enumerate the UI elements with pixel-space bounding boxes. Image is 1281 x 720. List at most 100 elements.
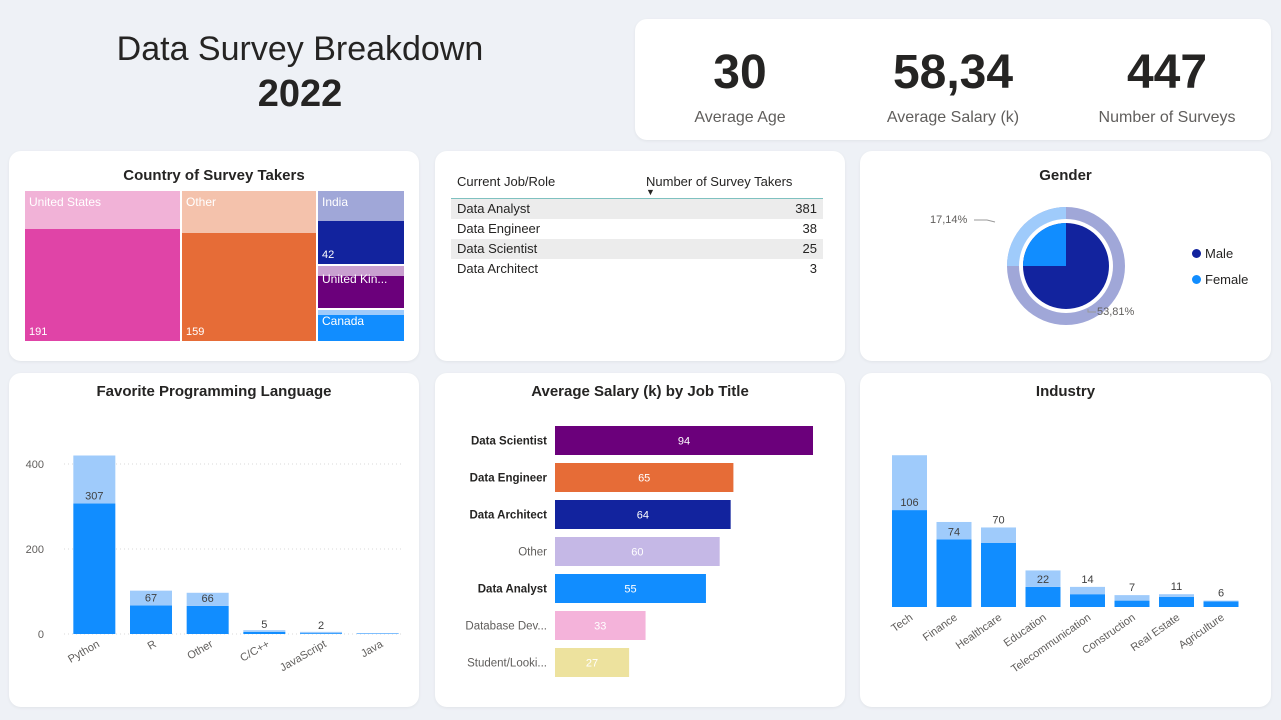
treemap-cell-united-kingdom[interactable]: United Kin...: [318, 266, 404, 308]
table-row[interactable]: Data Engineer 38: [451, 219, 823, 239]
bar[interactable]: [555, 537, 720, 566]
y-tick-label: 0: [38, 629, 44, 641]
donut-female-slice[interactable]: [1023, 223, 1066, 266]
bar-segment[interactable]: [1203, 601, 1239, 607]
bar-segment[interactable]: [243, 631, 286, 634]
programming-language-chart[interactable]: 0 200 400 307 Python 67 R 66 Other 5 C/C++ 2 JavaScr…: [9, 373, 419, 707]
country-card[interactable]: Country of Survey Takers United States 1…: [9, 151, 419, 361]
column-header-survey-takers[interactable]: Number of Survey Takers ▼: [646, 171, 823, 199]
y-tick-label: Data Scientist: [471, 436, 547, 448]
treemap-cell-canada[interactable]: Canada: [318, 310, 404, 341]
salary-by-job-card[interactable]: Average Salary (k) by Job Title 94 Data S…: [435, 373, 845, 707]
bar-segment[interactable]: [73, 503, 116, 634]
legend-item-male[interactable]: Male: [1192, 246, 1233, 261]
bar-segment[interactable]: [1159, 594, 1194, 597]
treemap-label: United Kin...: [322, 272, 388, 286]
kpi-label: Average Salary (k): [886, 109, 1020, 126]
treemap-label: Other: [186, 195, 217, 209]
y-tick-label: Data Architect: [469, 510, 547, 522]
bar[interactable]: [555, 426, 813, 455]
bar[interactable]: [555, 648, 630, 677]
x-tick-label: Agriculture: [1177, 612, 1227, 652]
treemap-cell-india[interactable]: India 42: [318, 191, 404, 264]
y-tick-label: Data Analyst: [478, 584, 547, 596]
bar-segment[interactable]: [1114, 600, 1150, 607]
bar-segment[interactable]: [1159, 596, 1194, 607]
job-role-card[interactable]: Current Job/Role Number of Survey Takers…: [435, 151, 845, 361]
treemap-cell-united-states[interactable]: United States 191: [25, 191, 180, 341]
data-label: 5: [261, 619, 267, 631]
count-cell: 381: [646, 198, 823, 219]
industry-card[interactable]: Industry 106 Tech 74 Finance 70 Healthcare 22 E…: [860, 373, 1271, 707]
x-tick-label: Healthcare: [954, 612, 1004, 652]
data-label: 14: [1081, 574, 1093, 586]
bar-segment[interactable]: [1203, 600, 1239, 602]
table-row[interactable]: Data Analyst 381: [451, 198, 823, 219]
bar-segment[interactable]: [981, 543, 1016, 607]
programming-language-card[interactable]: Favorite Programming Language 0 200 400 307…: [9, 373, 419, 707]
kpi-value: 30: [713, 46, 767, 99]
bar-segment[interactable]: [936, 539, 972, 607]
page-year: 2022: [257, 73, 343, 115]
sort-desc-icon[interactable]: ▼: [646, 187, 655, 197]
industry-chart[interactable]: 106Tech74Finance70Healthcare22Education1…: [860, 373, 1271, 707]
kpi-label: Number of Surveys: [1098, 109, 1236, 126]
data-label: 7: [1129, 582, 1135, 594]
bar[interactable]: [555, 611, 646, 640]
table-row[interactable]: Data Scientist 25: [451, 238, 823, 259]
bar-segment[interactable]: [130, 605, 172, 634]
column-header-label: Number of Survey Takers: [646, 174, 793, 189]
kpi-label: Average Age: [694, 109, 786, 126]
x-tick-label: Other: [185, 638, 215, 662]
gender-card[interactable]: Gender 17,14% 53,81% Male Female: [860, 151, 1271, 361]
bar-segment[interactable]: [981, 527, 1016, 543]
legend-label: Female: [1205, 272, 1249, 287]
bar-segment[interactable]: [1070, 594, 1105, 607]
x-tick-label: Real Estate: [1129, 612, 1182, 654]
bar-segment[interactable]: [300, 633, 342, 634]
x-tick-label: R: [146, 638, 159, 652]
male-leader-line: [1087, 309, 1096, 313]
country-title: Country of Survey Takers: [123, 167, 305, 184]
page-title: Data Survey Breakdown: [116, 30, 484, 68]
bar[interactable]: [555, 463, 734, 492]
bar-segment[interactable]: [892, 510, 927, 607]
legend-dot-icon: [1192, 275, 1201, 284]
table-row[interactable]: Data Architect 3: [451, 259, 823, 279]
job-role-cell: Data Analyst: [451, 198, 646, 219]
bar-segment[interactable]: [130, 590, 172, 606]
bar-segment[interactable]: [1070, 586, 1105, 595]
bar[interactable]: [555, 500, 731, 529]
treemap-cell-other[interactable]: Other 159: [182, 191, 316, 341]
bar[interactable]: [555, 574, 706, 603]
bar-segment[interactable]: [243, 630, 286, 632]
treemap-label: India: [322, 195, 349, 209]
treemap-label: United States: [29, 195, 102, 209]
bar-segment[interactable]: [892, 455, 927, 511]
data-label: 11: [1171, 581, 1182, 593]
data-label: 27: [586, 658, 598, 670]
gender-donut-chart[interactable]: [860, 151, 1271, 361]
bar-segment[interactable]: [1025, 570, 1061, 587]
job-role-table: Current Job/Role Number of Survey Takers…: [451, 171, 823, 279]
x-tick-label: Telecommunication: [1009, 612, 1093, 676]
bar-segment[interactable]: [936, 521, 972, 540]
data-label: 22: [1037, 574, 1049, 586]
y-tick-label: 200: [26, 544, 44, 556]
column-header-job-role[interactable]: Current Job/Role: [451, 171, 646, 199]
y-tick-label: 400: [26, 459, 44, 471]
bar-segment[interactable]: [1025, 586, 1061, 607]
salary-by-job-chart[interactable]: 94 Data Scientist 65 Data Engineer 64 Data Ar…: [435, 373, 845, 707]
x-tick-label: Finance: [921, 612, 960, 644]
y-tick-label: Student/Looki...: [467, 658, 547, 670]
data-label: 94: [678, 436, 690, 448]
legend-item-female[interactable]: Female: [1192, 272, 1248, 287]
bar-segment[interactable]: [186, 592, 229, 606]
bar-segment[interactable]: [1114, 595, 1150, 601]
treemap-value: 159: [186, 326, 205, 338]
bar-segment[interactable]: [300, 631, 342, 634]
bar-segment[interactable]: [73, 455, 116, 504]
data-label: 65: [638, 473, 650, 485]
bar-segment[interactable]: [186, 605, 229, 634]
data-label: 2: [318, 620, 324, 632]
